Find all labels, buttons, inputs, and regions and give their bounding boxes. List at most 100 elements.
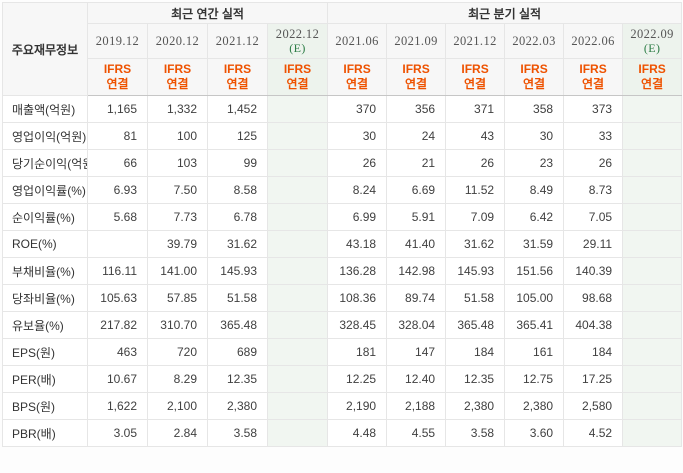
table-cell: 370 xyxy=(327,95,388,123)
table-cell: 5.68 xyxy=(87,203,148,231)
ifrs-standard-line: 연결 xyxy=(166,77,189,91)
ifrs-standard-line: IFRS xyxy=(402,62,430,76)
ifrs-standard-label: IFRS 연결 xyxy=(207,58,268,96)
quarterly-section-header: 최근 분기 실적 xyxy=(327,2,683,24)
table-cell: 151.56 xyxy=(504,257,565,285)
row-label: PBR(배) xyxy=(2,419,88,447)
table-cell: 181 xyxy=(327,338,388,366)
ifrs-standard-label: IFRS 연결 xyxy=(327,58,388,96)
row-label: 당기순이익(억원) xyxy=(2,149,88,177)
period-label: 2022.12 xyxy=(275,27,320,41)
table-cell: 147 xyxy=(386,338,447,366)
row-label: 영업이익(억원) xyxy=(2,122,88,150)
section-header-row: 주요재무정보 최근 연간 실적 최근 분기 실적 xyxy=(2,2,683,96)
table-cell xyxy=(266,311,329,339)
table-cell xyxy=(622,392,683,420)
table-cell xyxy=(622,203,683,231)
table-cell: 8.58 xyxy=(207,176,268,204)
table-cell: 136.28 xyxy=(327,257,388,285)
table-cell xyxy=(622,338,683,366)
table-cell: 33 xyxy=(563,122,624,150)
ifrs-standard-line: IFRS xyxy=(520,62,548,76)
ifrs-standard-line: 연결 xyxy=(226,77,249,91)
table-cell: 12.35 xyxy=(207,365,268,393)
table-cell: 6.99 xyxy=(327,203,388,231)
period-header: 2021.09 xyxy=(386,23,447,59)
table-cell: 1,622 xyxy=(87,392,148,420)
row-label: 부채비율(%) xyxy=(2,257,88,285)
table-cell: 1,165 xyxy=(87,95,148,123)
period-header: 2021.12 xyxy=(207,23,268,59)
table-row: ROE(%) 39.79 31.62 43.18 41.40 31.62 31.59 29.1… xyxy=(2,230,683,258)
table-cell xyxy=(622,365,683,393)
table-cell: 7.09 xyxy=(445,203,506,231)
table-cell: 125 xyxy=(207,122,268,150)
financial-summary-table: 주요재무정보 최근 연간 실적 최근 분기 실적 2019.12 2020.12 2… xyxy=(2,2,683,447)
table-cell: 8.24 xyxy=(327,176,388,204)
table-cell: 1,452 xyxy=(207,95,268,123)
period-label: 2019.12 xyxy=(95,33,140,48)
table-cell: 310.70 xyxy=(147,311,208,339)
period-header: 2021.12 xyxy=(445,23,506,59)
ifrs-standard-line: 연결 xyxy=(582,77,605,91)
ifrs-standard-line: IFRS xyxy=(579,62,607,76)
table-cell: 6.69 xyxy=(386,176,447,204)
table-row: 영업이익(억원) 81 100 125 30 24 43 30 33 xyxy=(2,122,683,150)
period-header: 2020.12 xyxy=(147,23,208,59)
table-cell: 142.98 xyxy=(386,257,447,285)
table-row: EPS(원) 463 720 689 181 147 184 161 184 xyxy=(2,338,683,366)
table-cell: 6.78 xyxy=(207,203,268,231)
row-label: 영업이익률(%) xyxy=(2,176,88,204)
table-cell: 365.48 xyxy=(207,311,268,339)
table-cell xyxy=(266,392,329,420)
table-cell: 365.48 xyxy=(445,311,506,339)
estimate-mark: (E) xyxy=(643,41,661,55)
table-cell: 103 xyxy=(147,149,208,177)
table-cell: 4.55 xyxy=(386,419,447,447)
ifrs-standard-label: IFRS 연결 xyxy=(445,58,506,96)
table-cell xyxy=(266,203,329,231)
table-cell xyxy=(622,176,683,204)
row-label: EPS(원) xyxy=(2,338,88,366)
table-cell xyxy=(622,311,683,339)
table-cell: 51.58 xyxy=(445,284,506,312)
table-cell xyxy=(87,230,148,258)
table-cell: 51.58 xyxy=(207,284,268,312)
table-row: BPS(원) 1,622 2,100 2,380 2,190 2,188 2,380 2,38… xyxy=(2,392,683,420)
table-cell xyxy=(266,284,329,312)
estimate-mark: (E) xyxy=(289,41,306,55)
period-label: 2022.06 xyxy=(571,33,615,48)
period-label: 2021.12 xyxy=(215,33,260,48)
period-header: 2022.06 xyxy=(563,23,624,59)
ifrs-standard-row: IFRS 연결 IFRS 연결 IFRS 연결 IFRS 연결 IFRS 연결 IFRS 연결 IFRS… xyxy=(3,58,683,96)
ifrs-standard-line: 연결 xyxy=(523,77,546,91)
table-cell: 31.62 xyxy=(207,230,268,258)
ifrs-standard-line: 연결 xyxy=(286,77,309,91)
table-cell: 5.91 xyxy=(386,203,447,231)
table-row: 매출액(억원) 1,165 1,332 1,452 370 356 371 358 373 xyxy=(2,95,683,123)
table-cell: 108.36 xyxy=(327,284,388,312)
period-label: 2020.12 xyxy=(155,33,200,48)
table-cell: 4.48 xyxy=(327,419,388,447)
table-cell: 365.41 xyxy=(504,311,565,339)
table-cell: 184 xyxy=(563,338,624,366)
table-cell xyxy=(622,257,683,285)
table-cell: 463 xyxy=(87,338,148,366)
table-cell: 8.73 xyxy=(563,176,624,204)
table-row: PBR(배) 3.05 2.84 3.58 4.48 4.55 3.58 3.60 4.52 xyxy=(2,419,683,447)
table-cell xyxy=(266,338,329,366)
table-cell xyxy=(266,149,329,177)
table-cell: 12.40 xyxy=(386,365,447,393)
table-cell: 24 xyxy=(386,122,447,150)
table-cell xyxy=(622,230,683,258)
ifrs-standard-line: IFRS xyxy=(223,62,252,76)
table-cell: 217.82 xyxy=(87,311,148,339)
ifrs-standard-line: 연결 xyxy=(641,77,664,91)
period-header: 2022.09 (E) xyxy=(622,23,683,59)
table-cell: 21 xyxy=(386,149,447,177)
table-cell: 12.35 xyxy=(445,365,506,393)
table-cell xyxy=(266,95,329,123)
table-cell: 30 xyxy=(504,122,565,150)
table-cell: 358 xyxy=(504,95,565,123)
